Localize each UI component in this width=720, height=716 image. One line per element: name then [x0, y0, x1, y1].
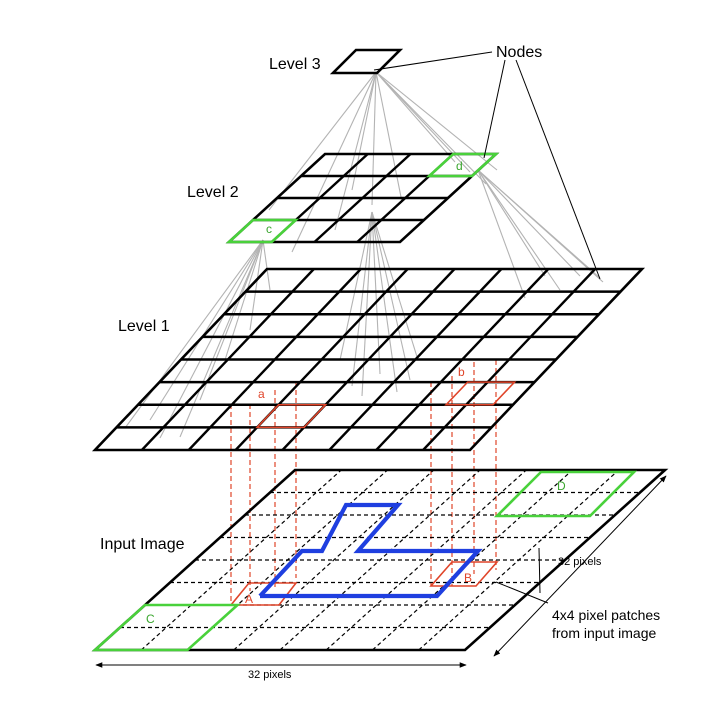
blue-object-outline-path [258, 502, 483, 599]
input-grid-border [91, 468, 669, 652]
dimension-arrow-right [493, 475, 667, 657]
cell-d-label: d [456, 159, 463, 173]
level2-to-level1-link [371, 211, 381, 375]
level2-to-level1-link [477, 169, 581, 277]
input-grid-col-line [325, 469, 527, 651]
level-3-node [329, 48, 404, 75]
level2-to-level1-link [477, 169, 604, 283]
cell-A-label: A [245, 592, 253, 606]
level3-to-level2-link [375, 71, 487, 185]
level2-to-level1-link [371, 211, 419, 361]
level2-to-level1-link [224, 239, 264, 361]
nodes-pointer-level3 [373, 51, 493, 71]
level1-grid-border [91, 267, 646, 452]
level-2-label: Level 2 [187, 184, 239, 201]
cell-a-label: a [258, 387, 265, 401]
level2-to-level1-link [262, 239, 271, 291]
level3-to-level2-link [351, 71, 377, 191]
level2-to-level1-link [199, 239, 264, 401]
input-patch-A [229, 582, 298, 606]
cell-c-label: c [266, 222, 272, 236]
level2-to-level1-link [124, 239, 264, 429]
level-3-label: Level 3 [269, 56, 321, 73]
blue-object-outline [258, 502, 483, 599]
patches-label-line1: 4x4 pixel patches [552, 607, 660, 623]
level1-grid-col-line [187, 268, 362, 451]
level1-grid-col-line [422, 268, 596, 451]
input-patch-C [91, 603, 241, 652]
level3-to-level2-link [291, 71, 377, 253]
level2-cell-c [225, 218, 300, 244]
nodes-pointer-level2 [483, 59, 506, 159]
level-1-label: Level 1 [118, 318, 170, 335]
level1-grid-col-line [375, 268, 550, 451]
patches-label-line2: from input image [552, 625, 656, 641]
input-grid-col-line [233, 469, 435, 651]
level3-to-level2-link [268, 71, 377, 211]
pixels-right-label: 32 pixels [558, 556, 602, 568]
input-grid-col-line [140, 469, 342, 651]
level2-to-level1-link [371, 211, 411, 381]
level2-to-level1-link [477, 169, 526, 299]
level-1-grid [91, 267, 646, 452]
level3-to-level2-link [375, 71, 403, 203]
level3-node-box [329, 48, 404, 75]
level1-cell-b [444, 381, 517, 406]
level2-cell-d [425, 152, 500, 178]
red-projection-lines [230, 360, 497, 605]
cell-C-label: C [146, 612, 155, 626]
cell-b-label: b [458, 365, 465, 379]
level2-to-level1-link [477, 169, 561, 291]
cell-B-label: B [464, 571, 472, 585]
level1-grid-col-line [328, 268, 503, 451]
level3-to-level2-link [334, 71, 377, 231]
hierarchy-links [124, 71, 604, 439]
pixels-bottom-label: 32 pixels [248, 669, 292, 681]
level3-to-level2-link [375, 71, 456, 163]
patches-pointer-1 [538, 547, 541, 594]
level1-grid-col-line [141, 268, 315, 451]
level2-to-level1-link [361, 211, 373, 397]
input-image-label: Input Image [100, 536, 185, 553]
nodes-pointer-level1 [515, 59, 601, 280]
level2-grid-col-line [313, 153, 412, 243]
level2-to-level1-link [477, 169, 546, 277]
cell-D-label: D [557, 479, 566, 493]
level3-to-level2-link [371, 71, 377, 206]
input-grid-col-line [279, 469, 481, 651]
annotation-lines [95, 51, 667, 668]
level2-to-level1-link [149, 239, 264, 421]
level1-cell-a [255, 403, 328, 429]
nodes-label: Nodes [496, 44, 542, 61]
